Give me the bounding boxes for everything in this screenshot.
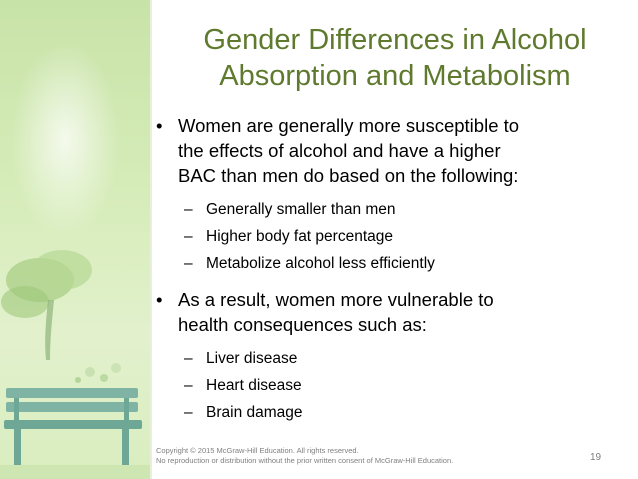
sub-item: – Liver disease	[156, 345, 626, 372]
bullet-text-line: BAC than men do based on the following:	[178, 165, 519, 186]
bullet-text-line: As a result, women more vulnerable to	[178, 289, 494, 310]
sub-item-text: Metabolize alcohol less efficiently	[206, 255, 435, 272]
sub-list: – Generally smaller than men – Higher bo…	[156, 196, 626, 277]
page-number: 19	[590, 452, 602, 463]
bullet-text-line: the effects of alcohol and have a higher	[178, 140, 501, 161]
dash-glyph: –	[184, 201, 193, 218]
copyright-footer: Copyright © 2015 McGraw-Hill Education. …	[156, 446, 536, 466]
sub-item: – Generally smaller than men	[156, 196, 626, 223]
sub-item-text: Generally smaller than men	[206, 201, 396, 218]
dash-glyph: –	[184, 255, 193, 272]
dash-glyph: –	[184, 350, 193, 367]
copyright-line-2: No reproduction or distribution without …	[156, 456, 454, 465]
sub-item-text: Brain damage	[206, 404, 303, 421]
sub-list: – Liver disease – Heart disease – Brain …	[156, 345, 626, 426]
park-bench-tree-illustration	[0, 250, 150, 479]
flower-icon	[75, 363, 121, 383]
bullet-text-line: Women are generally more susceptible to	[178, 115, 520, 136]
bullet-glyph: •	[156, 115, 163, 136]
bullet-item: • Women are generally more susceptible t…	[156, 113, 626, 188]
bullet-item: • As a result, women more vulnerable to …	[156, 287, 626, 337]
panel-glow	[10, 40, 120, 240]
bullet-glyph: •	[156, 289, 163, 310]
bench-icon	[4, 388, 142, 465]
title-line-1: Gender Differences in Alcohol	[203, 24, 587, 56]
sub-item: – Metabolize alcohol less efficiently	[156, 250, 626, 277]
slide-body: • Women are generally more susceptible t…	[156, 113, 626, 426]
title-line-2: Absorption and Metabolism	[219, 60, 571, 92]
sub-item-text: Higher body fat percentage	[206, 228, 393, 245]
bullet-text-line: health consequences such as:	[178, 314, 427, 335]
decorative-side-panel	[0, 0, 150, 479]
panel-divider	[150, 0, 152, 479]
sub-item-text: Liver disease	[206, 350, 298, 367]
sub-item-text: Heart disease	[206, 377, 302, 394]
sub-item: – Higher body fat percentage	[156, 223, 626, 250]
dash-glyph: –	[184, 228, 193, 245]
dash-glyph: –	[184, 404, 193, 421]
sub-item: – Brain damage	[156, 399, 626, 426]
dash-glyph: –	[184, 377, 193, 394]
sub-item: – Heart disease	[156, 372, 626, 399]
copyright-line-1: Copyright © 2015 McGraw-Hill Education. …	[156, 446, 359, 455]
ground	[0, 465, 150, 479]
slide-title: Gender Differences in Alcohol Absorption…	[160, 22, 630, 94]
tree-icon	[1, 250, 92, 360]
